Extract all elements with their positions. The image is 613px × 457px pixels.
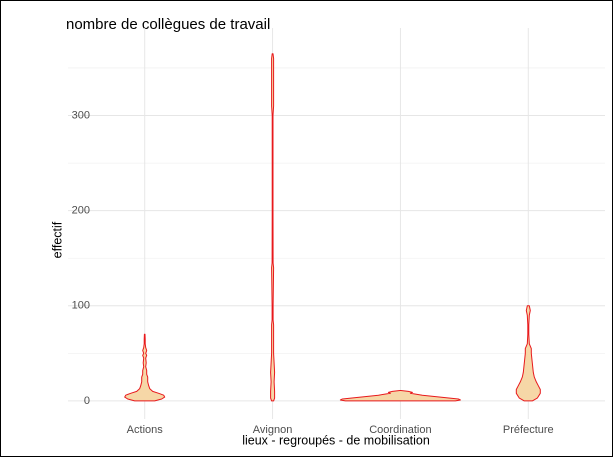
- x-axis-label: lieux - regroupés - de mobilisation: [242, 433, 430, 447]
- x-tick-label: Actions: [127, 424, 164, 436]
- violin: [339, 390, 461, 402]
- y-tick-label: 0: [84, 395, 90, 407]
- y-axis-label: effectif: [50, 221, 64, 258]
- violin: [124, 333, 166, 402]
- violin: [270, 53, 276, 402]
- violin: [515, 305, 541, 402]
- x-tick-label: Préfecture: [503, 424, 554, 436]
- y-tick-label: 300: [72, 109, 90, 121]
- y-tick-label: 100: [72, 300, 90, 312]
- x-tick-label: Coordination: [369, 424, 431, 436]
- chart-title: nombre de collègues de travail: [66, 16, 270, 33]
- y-tick-label: 200: [72, 205, 90, 217]
- x-tick-label: Avignon: [253, 424, 293, 436]
